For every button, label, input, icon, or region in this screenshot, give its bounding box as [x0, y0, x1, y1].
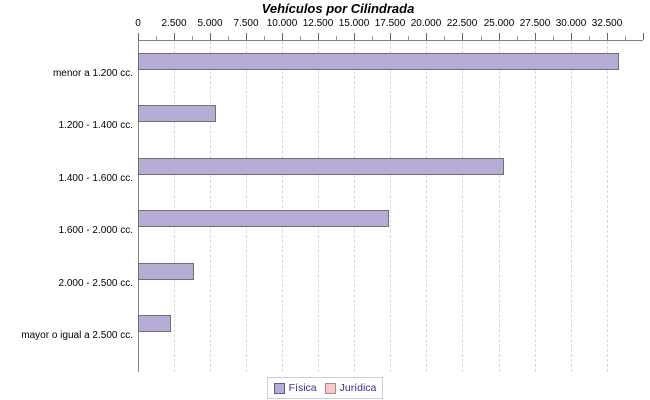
x-gridline	[607, 41, 608, 372]
x-axis-tick-label: 32.500	[591, 18, 623, 29]
bar-física	[138, 210, 389, 227]
x-axis-tick-label: 20.000	[410, 18, 442, 29]
x-axis-tick-label: 15.000	[338, 18, 370, 29]
x-axis-tick-label: 2.500	[161, 18, 187, 29]
x-axis-minor-tick	[192, 36, 193, 40]
x-gridline	[571, 41, 572, 372]
x-axis-minor-tick	[589, 36, 590, 40]
x-gridline	[354, 41, 355, 372]
x-gridline	[462, 41, 463, 372]
x-gridline	[174, 41, 175, 372]
x-axis-major-tick	[643, 33, 644, 40]
x-axis-major-tick	[390, 33, 391, 40]
x-axis-minor-tick	[300, 36, 301, 40]
category-label: 1.200 - 1.400 cc.	[58, 120, 134, 131]
bar-física	[138, 105, 216, 122]
x-axis-tick-label: 10.000	[266, 18, 298, 29]
legend-item-física: Física	[273, 381, 317, 394]
x-axis-minor-tick	[372, 36, 373, 40]
x-axis-major-tick	[571, 33, 572, 40]
x-axis-major-tick	[210, 33, 211, 40]
x-axis-major-tick	[535, 33, 536, 40]
x-axis-major-tick	[462, 33, 463, 40]
x-axis-line	[138, 40, 643, 41]
legend-label: Jurídica	[339, 381, 377, 394]
category-label: 1.400 - 1.600 cc.	[58, 173, 134, 184]
x-axis-major-tick	[499, 33, 500, 40]
x-gridline	[210, 41, 211, 372]
x-axis-minor-tick	[264, 36, 265, 40]
x-axis-major-tick	[354, 33, 355, 40]
category-label: menor a 1.200 cc.	[52, 68, 133, 79]
legend-box: Física Jurídica	[266, 377, 384, 399]
x-axis-tick-label: 25.000	[483, 18, 515, 29]
x-axis-minor-tick	[553, 36, 554, 40]
x-axis-major-tick	[246, 33, 247, 40]
x-axis-tick-label: 17.500	[374, 18, 406, 29]
x-axis-major-tick	[174, 33, 175, 40]
x-axis-major-tick	[426, 33, 427, 40]
x-axis-tick-label: 12.500	[302, 18, 334, 29]
y-axis-line	[138, 40, 139, 372]
category-label: mayor o igual a 2.500 cc.	[21, 330, 133, 341]
category-label: 2.000 - 2.500 cc.	[58, 278, 134, 289]
x-axis-minor-tick	[228, 36, 229, 40]
x-axis-minor-tick	[481, 36, 482, 40]
x-axis-minor-tick	[156, 36, 157, 40]
x-gridline	[282, 41, 283, 372]
bar-física	[138, 158, 504, 175]
chart-title: Vehículos por Cilindrada	[261, 1, 415, 16]
bar-física	[138, 263, 194, 280]
bar-física	[138, 53, 619, 70]
legend-swatch-icon	[324, 382, 336, 394]
x-gridline	[246, 41, 247, 372]
x-axis-major-tick	[318, 33, 319, 40]
x-axis-major-tick	[607, 33, 608, 40]
legend-swatch-icon	[273, 382, 285, 394]
x-axis-tick-label: 7.500	[233, 18, 259, 29]
x-axis-minor-tick	[336, 36, 337, 40]
x-axis-tick-label: 5.000	[197, 18, 223, 29]
x-axis-tick-label: 0	[135, 18, 141, 29]
x-axis-tick-label: 22.500	[446, 18, 478, 29]
x-axis-minor-tick	[408, 36, 409, 40]
x-gridline	[426, 41, 427, 372]
x-axis-major-tick	[138, 33, 139, 40]
x-axis-major-tick	[282, 33, 283, 40]
legend-item-jurídica: Jurídica	[324, 381, 377, 394]
x-axis-tick-label: 30.000	[555, 18, 587, 29]
category-label: 1.600 - 2.000 cc.	[58, 225, 134, 236]
x-gridline	[390, 41, 391, 372]
legend: Física Jurídica	[0, 377, 650, 399]
x-axis-minor-tick	[444, 36, 445, 40]
bar-física	[138, 315, 171, 332]
x-gridline	[535, 41, 536, 372]
x-axis-tick-label: 27.500	[519, 18, 551, 29]
legend-label: Física	[288, 381, 317, 394]
x-gridline	[499, 41, 500, 372]
x-axis-minor-tick	[625, 36, 626, 40]
x-gridline	[318, 41, 319, 372]
x-axis-minor-tick	[517, 36, 518, 40]
